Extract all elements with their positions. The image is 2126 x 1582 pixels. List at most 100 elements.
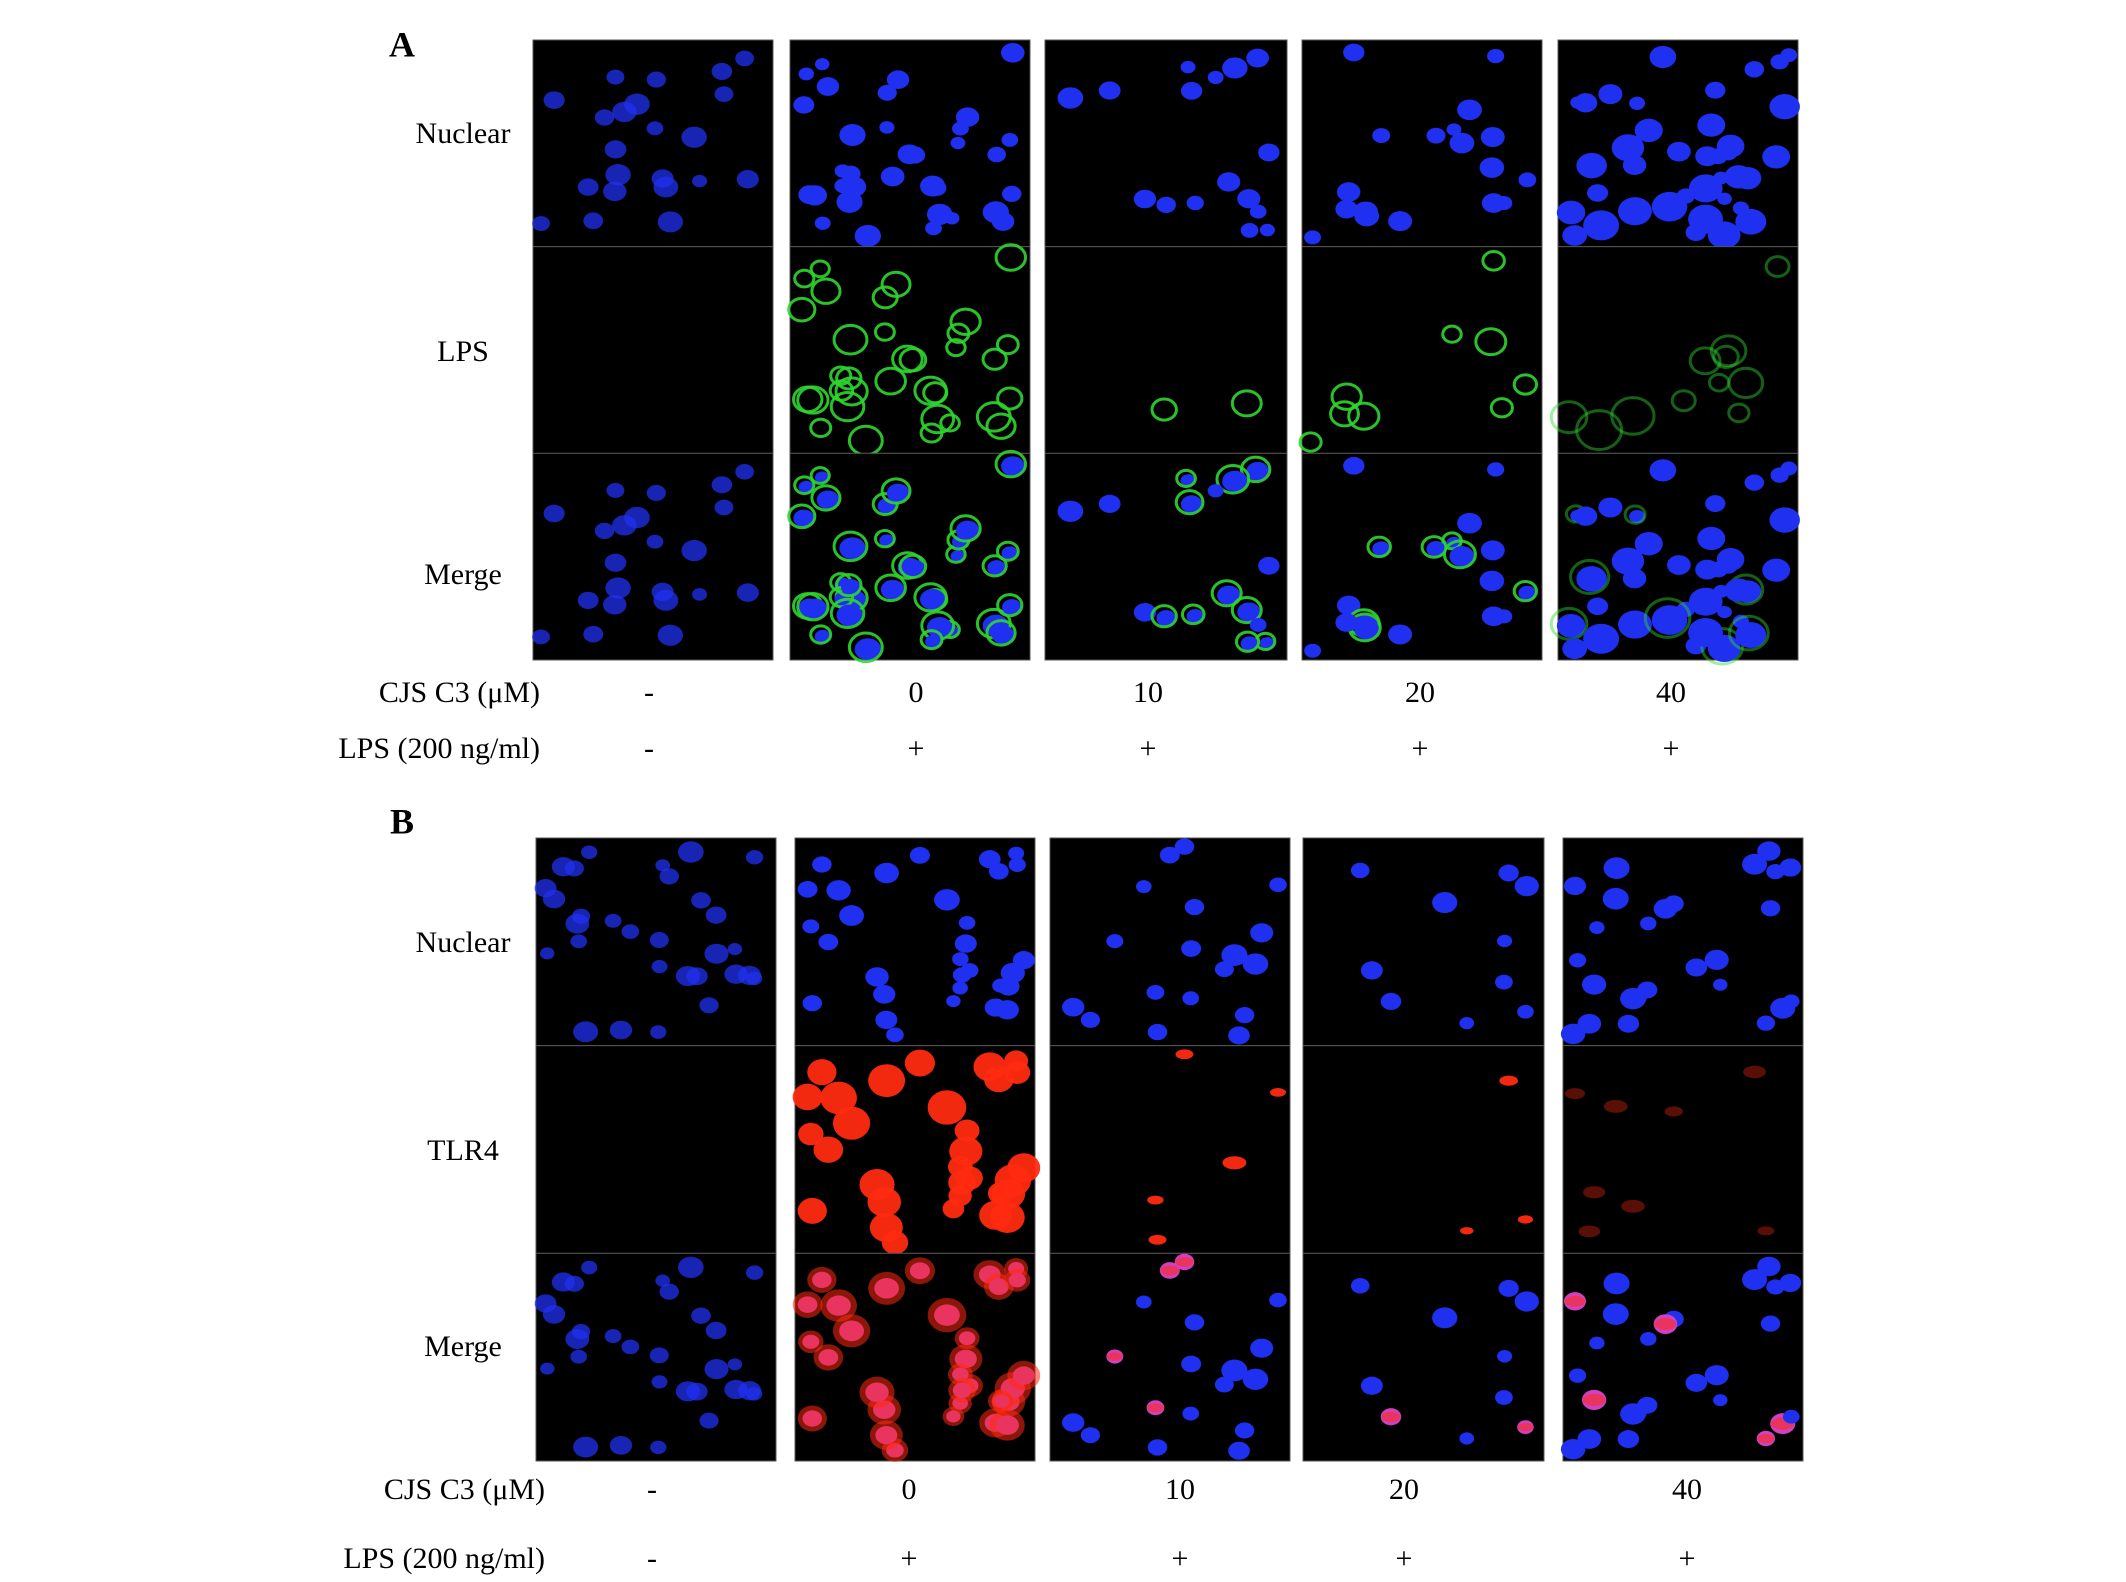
nucleus xyxy=(624,506,650,529)
image-frame xyxy=(1562,837,1804,1047)
nucleus xyxy=(1106,934,1124,949)
nucleus xyxy=(802,598,828,619)
nucleus xyxy=(841,578,861,596)
stain xyxy=(1474,327,1508,357)
stain xyxy=(1727,614,1770,652)
nucleus xyxy=(955,107,980,127)
nucleus xyxy=(581,845,598,859)
nucleus xyxy=(1269,877,1287,893)
nucleus xyxy=(1581,974,1607,995)
stain xyxy=(1180,603,1206,626)
stain xyxy=(1460,1227,1474,1235)
stain xyxy=(810,484,842,512)
nucleus xyxy=(1517,1004,1534,1019)
nucleus xyxy=(655,1274,671,1287)
panel-label: B xyxy=(390,801,414,841)
stain xyxy=(891,344,924,374)
micrograph xyxy=(792,1252,1041,1462)
nucleus xyxy=(646,121,664,136)
stain xyxy=(869,1420,903,1450)
nucleus xyxy=(1057,87,1084,109)
nucleus xyxy=(1487,48,1505,64)
nucleus xyxy=(1611,547,1645,575)
nucleus xyxy=(681,126,707,148)
nucleus xyxy=(604,1329,622,1344)
stain xyxy=(1150,397,1178,422)
nucleus xyxy=(1214,961,1234,978)
stain xyxy=(994,449,1028,479)
nucleus xyxy=(1135,1295,1152,1309)
nucleus xyxy=(1757,841,1781,861)
stain xyxy=(942,1199,965,1219)
nucleus xyxy=(1360,961,1383,980)
stain xyxy=(1582,1186,1606,1199)
nucleus xyxy=(1479,157,1505,178)
nucleus xyxy=(724,1379,748,1400)
nucleus xyxy=(1617,1430,1640,1449)
stain xyxy=(869,1212,903,1243)
nucleus xyxy=(1651,605,1688,635)
stain xyxy=(1757,1226,1775,1236)
nucleus xyxy=(1562,638,1588,660)
condition-label: LPS (200 ng/ml) xyxy=(343,1542,545,1575)
stain xyxy=(1147,1403,1164,1413)
row-label: TLR4 xyxy=(427,1134,499,1167)
nucleus xyxy=(711,476,733,494)
nucleus xyxy=(1640,916,1657,931)
nucleus xyxy=(583,625,604,643)
nucleus xyxy=(1156,196,1176,214)
condition-value: - xyxy=(647,1473,657,1506)
nucleus xyxy=(1250,923,1274,943)
image-frame xyxy=(1044,246,1288,454)
stain xyxy=(807,1059,837,1086)
image-frame xyxy=(1301,246,1543,454)
stain xyxy=(1007,1360,1041,1391)
row-label: Nuclear xyxy=(416,926,511,959)
image-frame xyxy=(1044,39,1288,248)
nucleus xyxy=(1498,1279,1519,1297)
micrograph xyxy=(787,449,1031,663)
nucleus xyxy=(880,166,905,187)
nucleus xyxy=(812,856,832,873)
nucleus xyxy=(1304,230,1322,245)
stain xyxy=(1347,401,1381,431)
nucleus xyxy=(603,181,627,202)
nucleus xyxy=(570,934,588,949)
stain xyxy=(1727,402,1751,424)
micrograph xyxy=(1302,1045,1545,1254)
nucleus xyxy=(1001,456,1025,476)
nucleus xyxy=(1782,1409,1800,1424)
row-label: Merge xyxy=(424,558,502,591)
nucleus xyxy=(814,216,831,230)
stain xyxy=(1298,431,1323,453)
nucleus xyxy=(1234,1006,1255,1024)
stain xyxy=(1175,1257,1194,1267)
nucleus xyxy=(1146,984,1165,1000)
nucleus xyxy=(1180,495,1203,514)
micrograph xyxy=(1049,1252,1291,1462)
stain xyxy=(927,1090,967,1125)
nucleus xyxy=(1246,461,1269,481)
nucleus xyxy=(746,971,763,986)
nucleus xyxy=(839,537,866,560)
row-label: Nuclear xyxy=(416,117,511,150)
stain xyxy=(913,375,948,406)
nucleus xyxy=(691,1307,711,1324)
condition-value: + xyxy=(1140,732,1157,765)
stain xyxy=(1712,344,1740,370)
nucleus xyxy=(1762,145,1791,169)
nucleus xyxy=(1222,470,1248,492)
nucleus xyxy=(1240,223,1259,238)
row-label: LPS xyxy=(437,335,489,368)
nucleus xyxy=(675,965,700,987)
nucleus xyxy=(1724,578,1753,602)
stain xyxy=(792,1291,823,1318)
nucleus xyxy=(1688,618,1723,648)
nucleus xyxy=(826,880,851,901)
stain xyxy=(874,366,907,396)
nucleus xyxy=(657,211,683,233)
nucleus xyxy=(1770,467,1789,483)
nucleus xyxy=(1336,182,1361,202)
stain xyxy=(1441,324,1463,344)
image-frame xyxy=(532,39,774,248)
